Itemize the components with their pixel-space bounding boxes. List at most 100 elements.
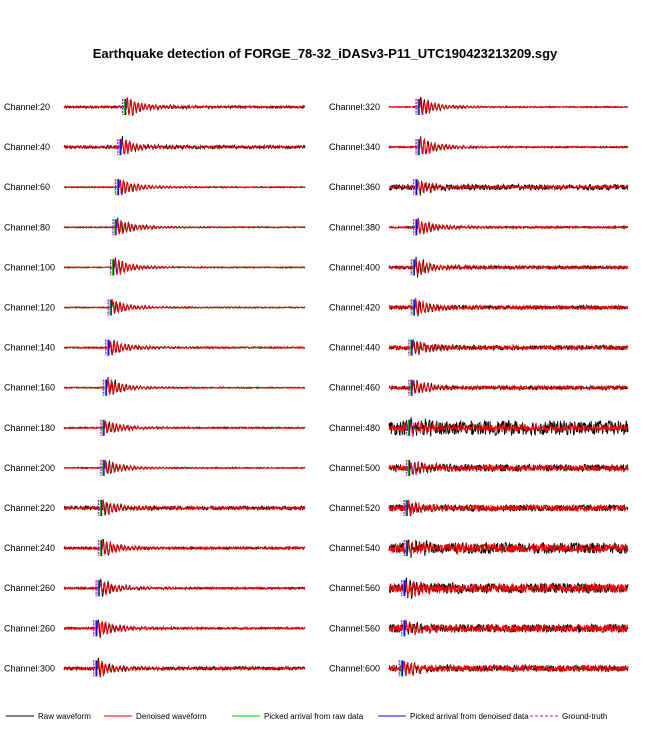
- denoised-waveform-line: [388, 339, 629, 355]
- channel-label: Channel:120: [4, 303, 55, 313]
- denoised-waveform-line: [63, 340, 306, 356]
- channel-label: Channel:300: [4, 663, 55, 673]
- channel-panel: Channel:300: [4, 657, 306, 678]
- channel-panel: Channel:440: [329, 339, 629, 356]
- legend-label: Picked arrival from raw data: [264, 712, 364, 721]
- channel-label: Channel:520: [329, 503, 380, 513]
- channel-panel: Channel:380: [329, 217, 629, 236]
- denoised-waveform-line: [388, 258, 629, 276]
- channel-label: Channel:440: [329, 343, 380, 353]
- denoised-waveform-line: [388, 618, 629, 636]
- denoised-waveform-line: [64, 619, 306, 637]
- channel-panel: Channel:260: [4, 619, 306, 638]
- channel-panel: Channel:260: [4, 578, 306, 597]
- legend-item: Raw waveform: [6, 712, 91, 721]
- channel-label: Channel:260: [4, 583, 55, 593]
- channel-panel: Channel:320: [329, 96, 629, 116]
- channel-label: Channel:360: [329, 182, 380, 192]
- channel-panel: Channel:100: [4, 257, 306, 276]
- channel-panel: Channel:120: [4, 299, 306, 316]
- channel-label: Channel:420: [329, 303, 380, 313]
- legend-item: Ground-truth: [530, 712, 607, 721]
- channel-panel: Channel:160: [4, 376, 306, 396]
- channel-label: Channel:380: [329, 222, 380, 232]
- channel-label: Channel:80: [4, 222, 50, 232]
- denoised-waveform-line: [388, 499, 629, 517]
- raw-waveform-line: [63, 460, 306, 474]
- denoised-waveform-line: [63, 97, 306, 116]
- legend-item: Picked arrival from denoised data: [378, 712, 529, 721]
- channel-label: Channel:600: [329, 663, 380, 673]
- channel-label: Channel:340: [329, 142, 380, 152]
- channel-panel: Channel:420: [329, 297, 629, 317]
- denoised-waveform-line: [64, 178, 306, 194]
- denoised-waveform-line: [388, 218, 629, 235]
- channel-panel: Channel:240: [4, 538, 306, 557]
- channel-panel: Channel:500: [329, 459, 629, 476]
- channel-panel: Channel:340: [329, 136, 629, 156]
- channel-label: Channel:220: [4, 503, 55, 513]
- channel-panels: Channel:20 Channel:40 Channel:60 Channel:80…: [4, 96, 629, 678]
- channel-panel: Channel:540: [329, 539, 629, 559]
- channel-label: Channel:320: [329, 102, 380, 112]
- channel-label: Channel:260: [4, 623, 55, 633]
- channel-panel: Channel:180: [4, 419, 306, 436]
- denoised-waveform-line: [63, 659, 306, 678]
- denoised-waveform-line: [388, 180, 629, 194]
- channel-panel: Channel:520: [329, 499, 629, 517]
- denoised-waveform-line: [388, 99, 629, 115]
- denoised-waveform-line: [388, 420, 629, 437]
- denoised-waveform-line: [388, 461, 629, 476]
- legend-label: Raw waveform: [38, 712, 91, 721]
- channel-label: Channel:40: [4, 142, 50, 152]
- channel-label: Channel:500: [329, 463, 380, 473]
- channel-panel: Channel:140: [4, 339, 306, 356]
- channel-label: Channel:20: [4, 102, 50, 112]
- channel-label: Channel:560: [329, 583, 380, 593]
- channel-label: Channel:60: [4, 182, 50, 192]
- raw-waveform-line: [63, 217, 306, 235]
- denoised-waveform-line: [63, 139, 306, 156]
- channel-label: Channel:200: [4, 463, 55, 473]
- channel-label: Channel:100: [4, 262, 55, 272]
- denoised-waveform-line: [388, 541, 629, 555]
- legend-label: Denoised waveform: [136, 712, 207, 721]
- channel-label: Channel:140: [4, 343, 55, 353]
- raw-waveform-line: [388, 501, 629, 516]
- channel-panel: Channel:560: [329, 577, 629, 599]
- denoised-waveform-line: [63, 459, 306, 474]
- channel-panel: Channel:200: [4, 459, 306, 476]
- channel-label: Channel:480: [329, 423, 380, 433]
- denoised-waveform-line: [388, 380, 629, 394]
- channel-label: Channel:160: [4, 383, 55, 393]
- channel-panel: Channel:80: [4, 217, 306, 236]
- channel-label: Channel:460: [329, 383, 380, 393]
- denoised-waveform-line: [63, 376, 306, 395]
- denoised-waveform-line: [63, 299, 306, 315]
- channel-label: Channel:560: [329, 623, 380, 633]
- denoised-waveform-line: [388, 297, 629, 316]
- channel-panel: Channel:480: [329, 417, 629, 437]
- raw-waveform-line: [63, 135, 306, 155]
- raw-waveform-line: [63, 257, 306, 275]
- channel-panel: Channel:60: [4, 178, 306, 196]
- denoised-waveform-line: [388, 660, 629, 676]
- channel-panel: Channel:360: [329, 179, 629, 196]
- denoised-waveform-line: [388, 137, 629, 155]
- channel-label: Channel:180: [4, 423, 55, 433]
- denoised-waveform-line: [63, 580, 306, 596]
- channel-label: Channel:400: [329, 262, 380, 272]
- legend-label: Ground-truth: [562, 712, 607, 721]
- legend-label: Picked arrival from denoised data: [410, 712, 529, 721]
- legend-item: Picked arrival from raw data: [232, 712, 364, 721]
- channel-panel: Channel:20: [4, 97, 306, 117]
- channel-panel: Channel:220: [4, 499, 306, 516]
- denoised-waveform-line: [388, 580, 628, 598]
- channel-panel: Channel:40: [4, 135, 306, 156]
- channel-panel: Channel:460: [329, 379, 629, 396]
- channel-label: Channel:240: [4, 543, 55, 553]
- denoised-waveform-line: [63, 420, 306, 434]
- denoised-waveform-line: [63, 499, 306, 515]
- denoised-waveform-line: [63, 218, 306, 236]
